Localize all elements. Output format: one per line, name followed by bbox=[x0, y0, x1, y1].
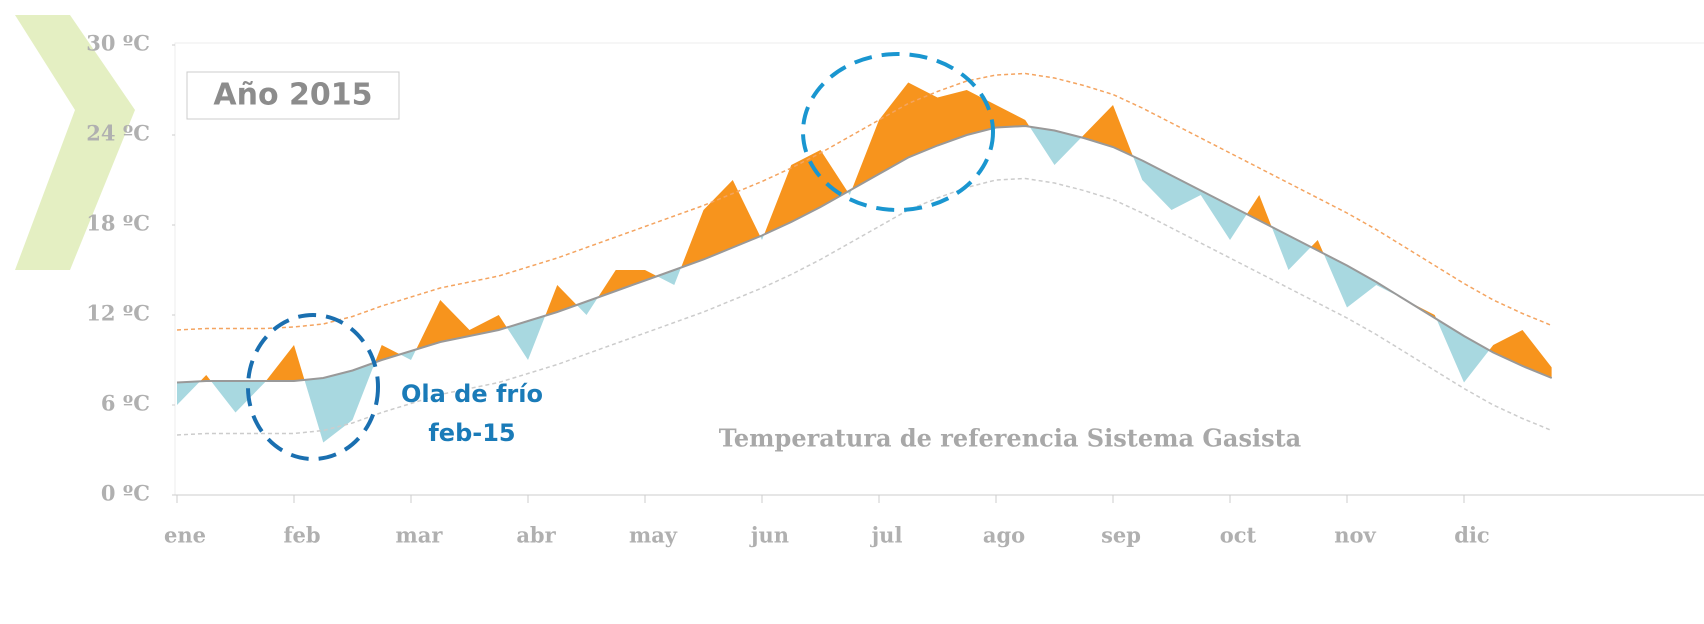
x-tick-label: ago bbox=[983, 523, 1025, 548]
series-line bbox=[176, 177, 1553, 436]
x-tick-label: may bbox=[629, 523, 678, 548]
x-tick-label: jun bbox=[749, 523, 789, 548]
x-tick-label: dic bbox=[1454, 523, 1489, 548]
annotation: feb-15 bbox=[428, 419, 515, 447]
annotation: Ola de frío bbox=[401, 380, 543, 408]
y-tick-label: 18 ºC bbox=[86, 211, 150, 236]
x-tick-label: oct bbox=[1220, 523, 1257, 548]
area-below bbox=[177, 126, 1552, 443]
decor-chevron bbox=[15, 15, 135, 270]
y-tick-label: 6 ºC bbox=[101, 391, 150, 416]
x-tick-label: feb bbox=[283, 523, 320, 548]
x-tick-label: ene bbox=[164, 523, 206, 548]
series-line bbox=[176, 72, 1553, 331]
x-tick-label: nov bbox=[1334, 523, 1376, 548]
y-tick-label: 0 ºC bbox=[101, 481, 150, 506]
x-tick-label: sep bbox=[1101, 523, 1141, 548]
chart-title: Año 2015 bbox=[213, 78, 372, 113]
title-box bbox=[186, 71, 400, 120]
highlight-circle bbox=[801, 52, 995, 212]
series-line bbox=[176, 124, 1553, 384]
y-tick-label: 12 ºC bbox=[86, 301, 150, 326]
y-tick-label: 30 ºC bbox=[86, 31, 150, 56]
annotation: Temperatura de referencia Sistema Gasist… bbox=[719, 424, 1301, 453]
highlight-circle bbox=[246, 313, 380, 461]
x-tick-label: jul bbox=[870, 523, 903, 548]
x-tick-label: mar bbox=[396, 523, 444, 548]
y-tick-label: 24 ºC bbox=[86, 121, 150, 146]
x-tick-label: abr bbox=[516, 523, 556, 548]
